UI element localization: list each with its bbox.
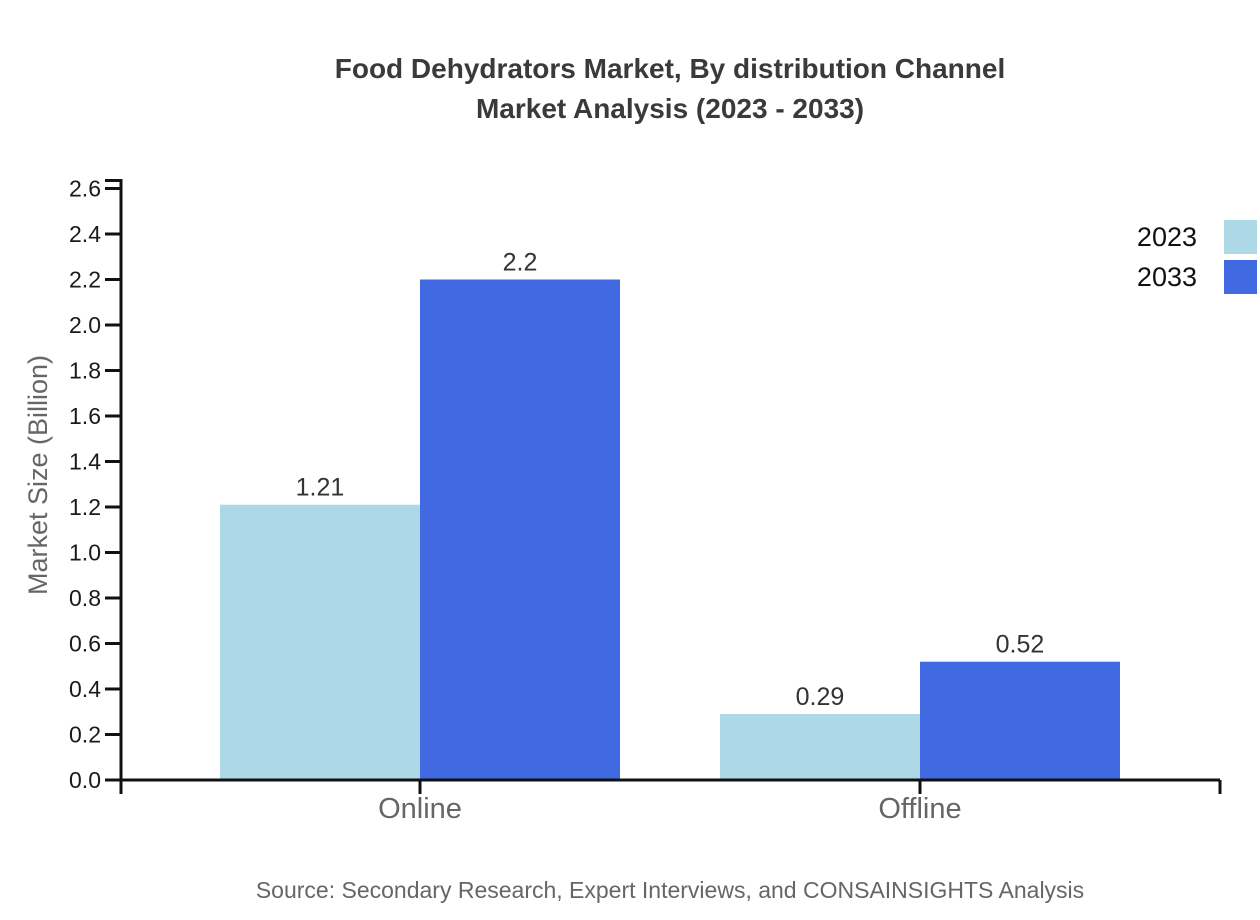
legend-label: 2033 xyxy=(1136,261,1197,292)
bar-offline-2023 xyxy=(720,714,920,780)
chart-title: Food Dehydrators Market, By distribution… xyxy=(80,49,1260,129)
legend-item-2023: 2023 xyxy=(1137,220,1257,254)
bar-offline-2033 xyxy=(920,661,1120,780)
y-tick-label: 1.4 xyxy=(69,449,101,475)
y-tick-label: 2.6 xyxy=(69,176,101,202)
y-tick-label: 2.2 xyxy=(69,267,101,293)
y-tick-label: 2.0 xyxy=(69,312,101,338)
legend-swatch-2023 xyxy=(1224,220,1257,254)
bar-online-2033 xyxy=(420,279,620,780)
y-tick-label: 0.8 xyxy=(69,585,101,611)
x-category-label: Online xyxy=(378,793,462,825)
y-tick-label: 0.2 xyxy=(69,722,101,748)
y-tick-label: 1.2 xyxy=(69,494,101,520)
chart-title-line2: Market Analysis (2023 - 2033) xyxy=(475,93,865,124)
bar-value-label: 0.52 xyxy=(996,631,1045,659)
y-tick-label: 0.4 xyxy=(69,676,101,702)
y-tick-label: 0.6 xyxy=(69,631,101,657)
legend-swatch-2033 xyxy=(1224,260,1257,294)
bar-value-label: 0.29 xyxy=(796,683,845,711)
legend-label: 2023 xyxy=(1136,221,1197,252)
y-tick-label: 0.0 xyxy=(69,767,101,793)
legend-item-2033: 2033 xyxy=(1137,260,1257,294)
bar-online-2023 xyxy=(220,504,420,780)
bar-value-label: 1.21 xyxy=(296,474,345,502)
y-tick-label: 1.0 xyxy=(69,540,101,566)
chart-title-line1: Food Dehydrators Market, By distribution… xyxy=(334,53,1006,84)
bar-value-label: 2.2 xyxy=(503,249,538,277)
source-attribution: Source: Secondary Research, Expert Inter… xyxy=(255,877,1085,903)
y-tick-label: 1.8 xyxy=(69,358,101,384)
legend: 2023 2033 xyxy=(1137,220,1257,300)
y-axis-label: Market Size (Billion) xyxy=(23,355,53,595)
x-category-label: Offline xyxy=(878,793,961,825)
y-tick-label: 2.4 xyxy=(69,221,101,247)
y-tick-label: 1.6 xyxy=(69,403,101,429)
